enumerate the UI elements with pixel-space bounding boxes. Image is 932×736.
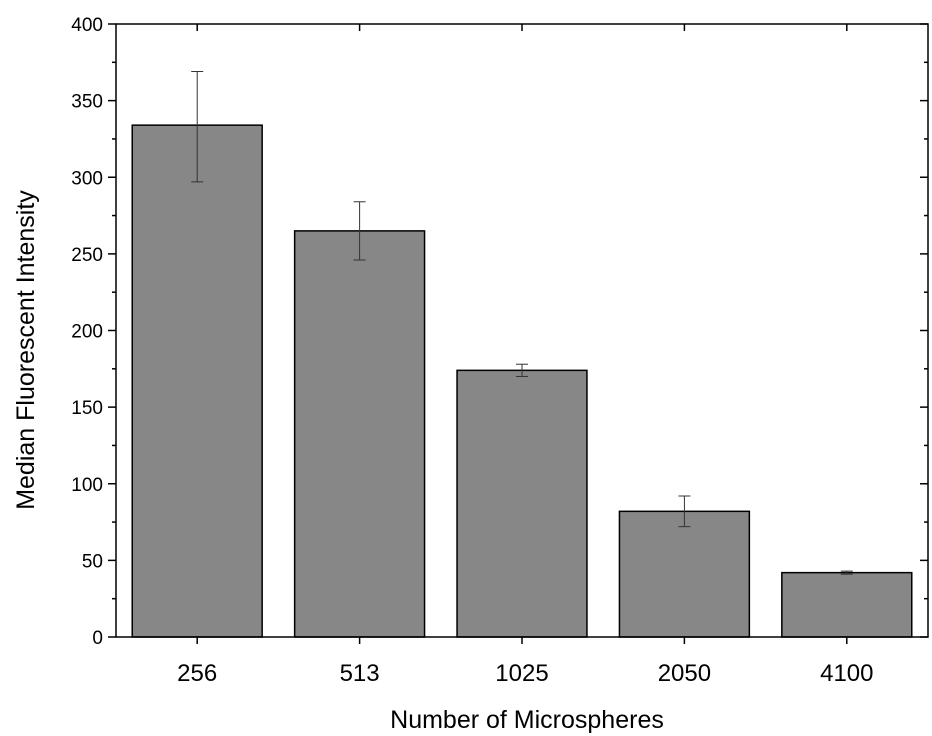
error-bars-group [191, 71, 853, 575]
y-tick-label-200: 200 [71, 322, 103, 343]
x-tick-label-2050: 2050 [658, 660, 711, 687]
bar-4100 [781, 571, 913, 638]
y-tick-label-50: 50 [82, 551, 103, 572]
bar-2050 [618, 510, 751, 638]
y-tick-label-250: 250 [71, 245, 103, 266]
bar-513 [293, 230, 426, 638]
x-ticks-group: 256 513 1025 2050 4100 [177, 24, 873, 687]
y-tick-label-350: 350 [71, 92, 103, 113]
y-tick-label-150: 150 [71, 398, 103, 419]
x-tick-label-4100: 4100 [820, 660, 873, 687]
x-tick-label-1025: 1025 [495, 660, 548, 687]
y-tick-label-100: 100 [71, 475, 103, 496]
y-tick-label-300: 300 [71, 168, 103, 189]
bar-256 [131, 124, 263, 638]
y-axis-title: Median Fluorescent Intensity [12, 190, 40, 510]
y-tick-label-400: 400 [71, 15, 103, 36]
bars-group [131, 124, 913, 638]
y-ticks-group: 0 50 100 150 200 250 300 350 400 [71, 15, 928, 649]
y-tick-label-0: 0 [92, 628, 103, 649]
x-tick-label-256: 256 [177, 660, 217, 687]
x-axis-title: Number of Microspheres [390, 706, 664, 734]
bar-1025 [456, 369, 588, 638]
x-tick-label-513: 513 [340, 660, 380, 687]
